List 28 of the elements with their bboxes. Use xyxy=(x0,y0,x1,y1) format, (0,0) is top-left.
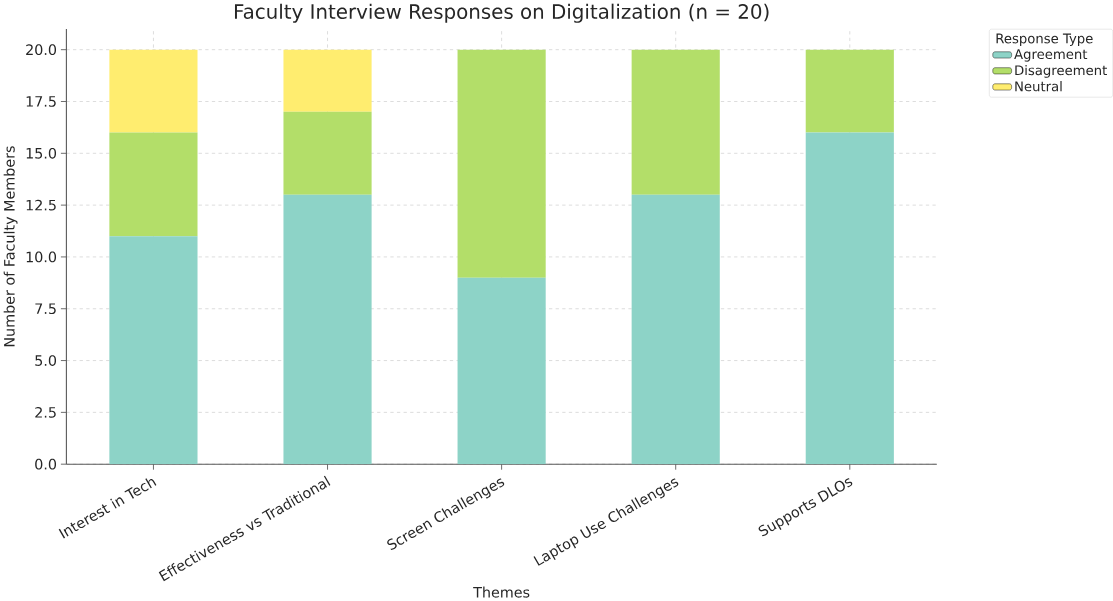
y-tick-label: 12.5 xyxy=(26,199,56,211)
y-tick-label: 20.0 xyxy=(26,44,57,55)
legend-label: Neutral xyxy=(1015,80,1062,92)
y-tick-label: 17.5 xyxy=(26,96,56,107)
chart-title: Faculty Interview Responses on Digitalization (n = 20) xyxy=(234,3,769,23)
bar xyxy=(109,132,198,237)
bar xyxy=(631,194,720,465)
y-tick-label: 15.0 xyxy=(26,147,57,159)
legend-label: Agreement xyxy=(1014,49,1088,62)
bar xyxy=(457,277,546,465)
x-axis-title: Themes xyxy=(473,586,530,598)
bar xyxy=(283,111,372,195)
y-tick-label: 7.5 xyxy=(35,303,56,314)
y-tick-label: 2.5 xyxy=(35,406,56,418)
bar xyxy=(109,49,198,133)
bar xyxy=(109,236,198,465)
bar xyxy=(457,49,546,278)
legend-title: Response Type xyxy=(996,33,1093,46)
y-axis-title: Number of Faculty Members xyxy=(3,146,18,347)
bar xyxy=(283,194,372,465)
legend-label: Disagreement xyxy=(1015,64,1107,78)
bar xyxy=(805,49,894,133)
bar xyxy=(631,49,720,195)
y-tick-label: 5.0 xyxy=(35,354,57,366)
bar xyxy=(805,132,894,465)
y-tick-label: 0.0 xyxy=(35,458,57,470)
bar xyxy=(283,49,372,112)
y-tick-label: 10.0 xyxy=(26,251,57,263)
